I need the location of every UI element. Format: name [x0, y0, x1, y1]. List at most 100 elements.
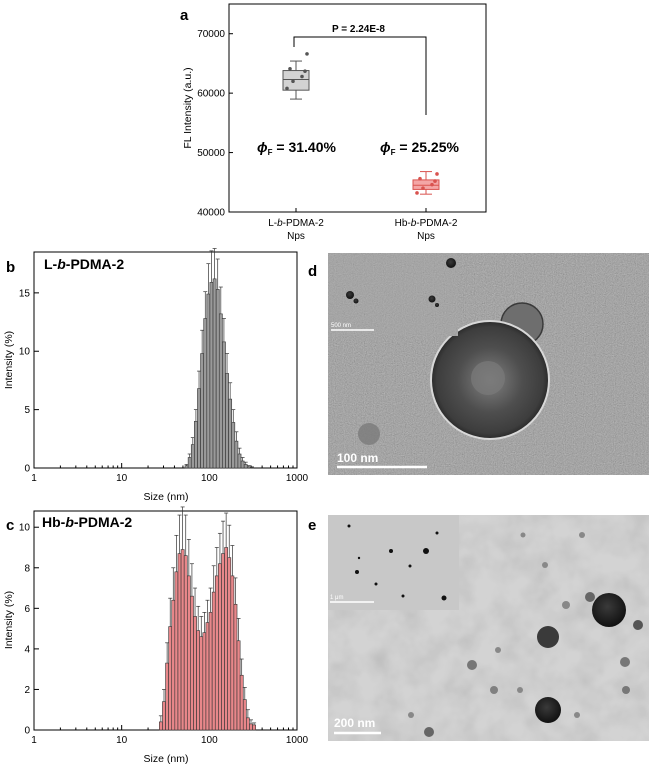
- bar: [246, 717, 250, 731]
- particle-e-3: [537, 626, 559, 648]
- inset-particle-e-10: [357, 556, 361, 560]
- x-tick-label: 10: [116, 735, 128, 746]
- bar: [199, 636, 204, 731]
- inset-particle-e-9: [435, 531, 439, 535]
- bars-c: [158, 506, 257, 731]
- data-point: [300, 74, 304, 79]
- bar: [177, 553, 182, 731]
- bar: [221, 553, 225, 731]
- y-axis-label-a: FL Intensity (a.u.): [182, 67, 194, 148]
- boxes-a: [282, 52, 440, 195]
- axis-ticks-b: 1 10 100 1000 0 5 10 15: [19, 288, 309, 484]
- tem-image-d: 500 nm 100 nm: [328, 253, 649, 475]
- scale-label-d: 100 nm: [337, 451, 378, 465]
- bar: [190, 595, 194, 731]
- bar: [239, 674, 244, 731]
- bar: [242, 699, 247, 731]
- vesicle-core-d: [471, 361, 505, 395]
- bar: [224, 547, 229, 731]
- x-tick-label: 10: [116, 473, 128, 484]
- bar: [236, 640, 241, 731]
- bar: [234, 440, 239, 469]
- inset-particle-e-4: [441, 595, 447, 601]
- particle-e-15: [622, 686, 630, 694]
- bar: [243, 464, 248, 469]
- y-axis-label-b: Intensity (%): [3, 331, 15, 389]
- phi-label-hb: ϕF = 25.25%: [380, 139, 459, 157]
- bar: [202, 632, 207, 731]
- x-category-suffix: -PDMA-2: [283, 218, 325, 229]
- bar: [197, 388, 201, 469]
- bar: [171, 599, 176, 731]
- bar: [180, 549, 185, 731]
- bar: [196, 630, 201, 731]
- data-point: [291, 79, 295, 84]
- histogram-panel-c: Hb-b-PDMA-2 Intensity (%) Size (nm) 1 10 1…: [3, 506, 309, 765]
- y-tick-label: 0: [24, 726, 30, 737]
- inset-particle-e-6: [374, 582, 378, 586]
- particle-e-16: [542, 562, 548, 568]
- x-tick-label: 1: [31, 473, 37, 484]
- inset-particle-e-1: [423, 548, 429, 554]
- data-point: [285, 86, 289, 91]
- significance-bracket: [293, 36, 427, 115]
- y-tick-label-a: 70000: [197, 29, 225, 40]
- inset-particle-e-2: [389, 549, 393, 553]
- y-tick-label-a: 40000: [197, 208, 225, 219]
- y-tick-label: 15: [19, 288, 31, 299]
- chart-title-c-pre: Hb-: [42, 514, 66, 530]
- bar: [174, 571, 179, 731]
- bar: [227, 557, 232, 731]
- inset-particle-e-8: [347, 524, 351, 528]
- x-tick-label: 1000: [286, 735, 309, 746]
- bar: [200, 353, 205, 469]
- phi-label-l: ϕF = 31.40%: [257, 139, 336, 157]
- panel-label-b: b: [6, 259, 15, 276]
- bar: [165, 662, 169, 731]
- data-point: [288, 66, 292, 71]
- particle-e-13: [408, 712, 414, 718]
- phi-value-l: = 31.40%: [273, 139, 337, 155]
- bar: [218, 313, 223, 469]
- data-point: [435, 172, 439, 176]
- chart-title-b: L-b-PDMA-2: [44, 256, 124, 272]
- y-tick-label: 6: [24, 604, 30, 615]
- bar: [159, 721, 163, 731]
- bar: [222, 341, 226, 469]
- y-tick-label: 2: [24, 685, 30, 696]
- chart-title-c-post: -PDMA-2: [74, 514, 133, 530]
- inset-particle-d-1: [346, 291, 354, 299]
- large-particle-e-1: [592, 593, 626, 627]
- y-ticks-a: 40000 50000 60000 70000: [197, 29, 233, 219]
- x-tick-label: 100: [201, 735, 218, 746]
- inset-background-e: [328, 515, 459, 610]
- p-value-label: P = 2.24E-8: [332, 24, 385, 35]
- bar: [212, 278, 217, 469]
- x-category-prefix: Hb-: [395, 218, 411, 229]
- x-tick-label: 1000: [286, 473, 309, 484]
- particle-e-11: [517, 687, 523, 693]
- bar: [240, 460, 245, 469]
- chart-title-b-post: -PDMA-2: [66, 256, 125, 272]
- bar: [162, 701, 166, 731]
- inset-d: 500 nm: [328, 253, 458, 336]
- data-point: [433, 179, 437, 183]
- y-axis-label-c: Intensity (%): [3, 591, 15, 649]
- particle-e-9: [490, 686, 498, 694]
- inset-scale-label-e: 1 μm: [330, 595, 343, 601]
- x-category-italic: b: [411, 218, 417, 229]
- bar: [183, 555, 188, 731]
- x-category-suffix: -PDMA-2: [416, 218, 458, 229]
- inset-particle-d-2: [428, 295, 436, 303]
- chart-title-c: Hb-b-PDMA-2: [42, 514, 132, 530]
- x-category-italic: b: [277, 218, 283, 229]
- tem-particles-e: [408, 532, 643, 737]
- scale-label-e: 200 nm: [334, 716, 375, 730]
- bar: [186, 575, 191, 731]
- bar: [203, 318, 208, 469]
- data-point: [415, 191, 419, 195]
- inset-particle-d-5: [435, 303, 439, 307]
- faint-particle-d: [358, 423, 380, 445]
